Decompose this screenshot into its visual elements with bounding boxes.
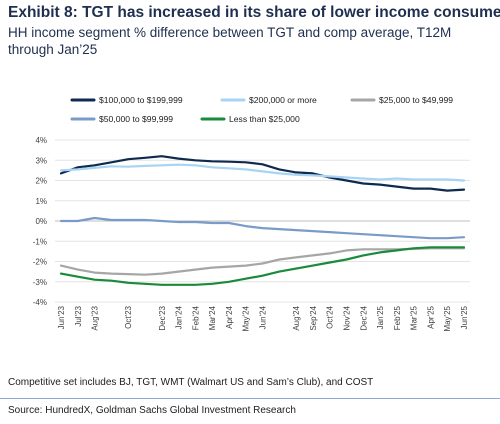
- x-tick-label: Aug'23: [91, 305, 100, 330]
- y-tick-label: -1%: [33, 237, 47, 246]
- y-tick-label: 2%: [35, 177, 47, 186]
- y-tick-label: 1%: [35, 197, 47, 206]
- x-tick-label: Jul'23: [74, 305, 83, 326]
- legend-label: $25,000 to $49,999: [379, 95, 453, 105]
- legend-label: $200,000 or more: [249, 95, 317, 105]
- x-tick-label: Aug'24: [292, 305, 301, 330]
- series-line-1: [59, 163, 466, 182]
- y-tick-label: -4%: [33, 298, 47, 307]
- x-tick-label: Jun'25: [460, 305, 469, 329]
- x-tick-label: May'25: [443, 305, 452, 331]
- x-tick-label: Mar'25: [410, 305, 419, 330]
- x-tick-label: Jan'25: [376, 305, 385, 329]
- legend: $100,000 to $199,999 $200,000 or more $25,…: [70, 95, 453, 124]
- y-axis: -4% -3% -2% -1% 0% 1% 2% 3% 4%: [33, 136, 47, 307]
- divider: [0, 398, 500, 399]
- x-tick-label: Nov'24: [342, 305, 351, 330]
- series-line-3: [59, 216, 466, 240]
- exhibit-subtitle: HH income segment % difference between T…: [8, 25, 452, 57]
- x-tick-label: Feb'24: [191, 305, 200, 330]
- legend-label: $100,000 to $199,999: [99, 95, 183, 105]
- series-line-4: [59, 246, 466, 286]
- y-tick-label: 0%: [35, 217, 47, 226]
- series-line-0: [59, 155, 466, 192]
- x-tick-label: Apr'24: [225, 305, 234, 328]
- y-tick-label: 3%: [35, 156, 47, 165]
- chart-note: Competitive set includes BJ, TGT, WMT (W…: [8, 377, 374, 388]
- y-tick-label: -2%: [33, 258, 47, 267]
- x-tick-label: Mar'24: [208, 305, 217, 330]
- x-axis: Jun'23 Jul'23 Aug'23 Oct'23 Dec'23 Jan'24 Feb'…: [57, 305, 469, 331]
- x-tick-label: Sep'24: [309, 305, 318, 330]
- exhibit-title: Exhibit 8: TGT has increased in its shar…: [8, 4, 500, 21]
- line-chart: $100,000 to $199,999 $200,000 or more $25,…: [33, 95, 470, 332]
- source-line: Source: HundredX, Goldman Sachs Global I…: [8, 405, 296, 416]
- legend-label: $50,000 to $99,999: [99, 114, 173, 124]
- x-tick-label: Apr'25: [426, 305, 435, 328]
- x-tick-label: Jun'23: [57, 305, 66, 329]
- legend-label: Less than $25,000: [229, 114, 300, 124]
- x-tick-label: Jun'24: [259, 305, 268, 329]
- y-tick-label: -3%: [33, 278, 47, 287]
- x-tick-label: Oct'23: [124, 305, 133, 328]
- x-tick-label: May'24: [242, 305, 251, 331]
- x-tick-label: Feb'25: [393, 305, 402, 330]
- series-lines: [59, 155, 466, 286]
- y-tick-label: 4%: [35, 136, 47, 145]
- x-tick-label: Dec'23: [158, 305, 167, 330]
- x-tick-label: Jan'24: [175, 305, 184, 329]
- x-tick-label: Oct'24: [326, 305, 335, 328]
- x-tick-label: Dec'24: [359, 305, 368, 330]
